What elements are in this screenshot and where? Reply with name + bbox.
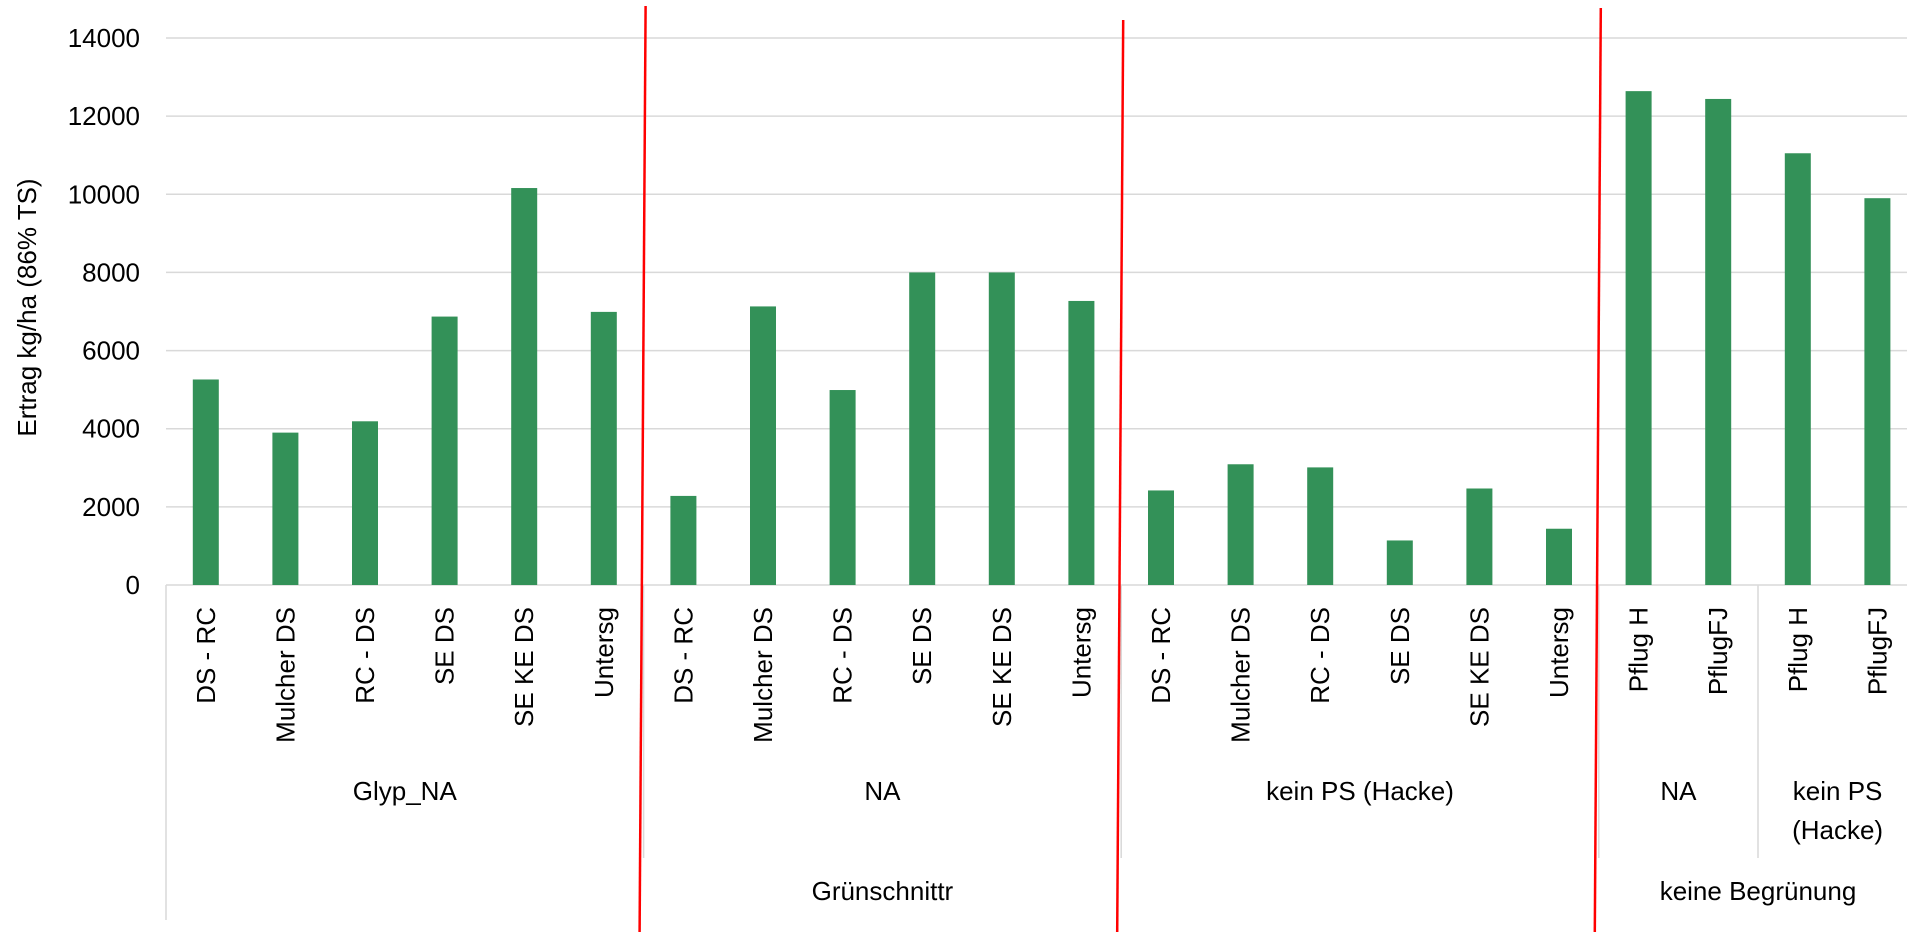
bar [192, 379, 219, 585]
y-tick-label: 0 [126, 570, 140, 600]
y-axis-ticks: 0 2000 4000 6000 8000 10000 12000 14000 [68, 23, 140, 600]
bar [1705, 98, 1732, 586]
bar [1864, 198, 1891, 585]
x-group-label: Glyp_NA [353, 776, 458, 806]
bar [1784, 153, 1811, 585]
x-category-label: Untersg [1066, 607, 1096, 698]
red-separator-line [1593, 7, 1603, 933]
bar [1307, 467, 1334, 585]
x-category-label: PflugFJ [1862, 607, 1892, 695]
bar [511, 188, 538, 585]
bar [829, 390, 856, 585]
x-category-label: DS - RC [1146, 607, 1176, 704]
x-category-label: SE KE DS [1464, 607, 1494, 727]
x-category-label: Untersg [1544, 607, 1574, 698]
y-tick-label: 8000 [82, 257, 140, 287]
bar [1068, 300, 1095, 585]
bar [909, 272, 936, 585]
x-super-group-label: keine Begrünung [1660, 876, 1857, 906]
y-tick-label: 4000 [82, 414, 140, 444]
bar [670, 495, 697, 585]
x-category-label: Pflug H [1783, 607, 1813, 692]
bar [431, 316, 458, 585]
x-group-label: NA [1660, 776, 1697, 806]
red-separator-line [1115, 19, 1125, 933]
x-group-label: NA [864, 776, 901, 806]
x-category-label: DS - RC [668, 607, 698, 704]
x-category-label: RC - DS [350, 607, 380, 704]
x-axis-group-labels: Glyp_NA NA kein PS (Hacke) NA kein PS (Hacke) [353, 585, 1883, 858]
x-category-label: Pflug H [1624, 607, 1654, 692]
x-category-label: PflugFJ [1703, 607, 1733, 695]
bar [988, 272, 1015, 585]
x-axis-super-group-labels: Grünschnittr keine Begrünung [812, 876, 1857, 906]
x-category-label: Untersg [589, 607, 619, 698]
y-tick-label: 14000 [68, 23, 140, 53]
x-category-label: SE DS [1385, 607, 1415, 685]
y-tick-label: 6000 [82, 336, 140, 366]
x-category-label: SE DS [907, 607, 937, 685]
bar [750, 306, 776, 585]
bar [352, 421, 378, 585]
bar [1227, 464, 1254, 585]
bars [192, 91, 1891, 586]
y-axis-title: Ertrag kg/ha (86% TS) [12, 178, 42, 436]
bar [590, 311, 617, 585]
bar [272, 432, 299, 585]
x-category-label: SE DS [430, 607, 460, 685]
bar [1546, 528, 1572, 585]
red-annotation-lines [638, 5, 1603, 933]
x-category-label: RC - DS [828, 607, 858, 704]
x-axis-category-labels: DS - RC Mulcher DS RC - DS SE DS SE KE DS Unt… [191, 607, 1893, 743]
bar [1466, 488, 1493, 585]
x-category-label: Mulcher DS [270, 607, 300, 743]
x-group-label: kein PS (Hacke) [1266, 776, 1454, 806]
red-separator-line [638, 5, 647, 933]
x-category-label: RC - DS [1305, 607, 1335, 704]
bar [1148, 490, 1174, 585]
y-tick-label: 2000 [82, 492, 140, 522]
x-category-label: SE KE DS [509, 607, 539, 727]
x-category-label: Mulcher DS [748, 607, 778, 743]
x-super-group-label: Grünschnittr [812, 876, 954, 906]
x-category-label: Mulcher DS [1226, 607, 1256, 743]
y-tick-label: 10000 [68, 179, 140, 209]
y-tick-label: 12000 [68, 101, 140, 131]
bar [1625, 91, 1652, 585]
x-group-label: kein PS (Hacke) [1792, 776, 1883, 845]
x-category-label: DS - RC [191, 607, 221, 704]
x-category-label: SE KE DS [987, 607, 1017, 727]
bar [1386, 540, 1413, 585]
